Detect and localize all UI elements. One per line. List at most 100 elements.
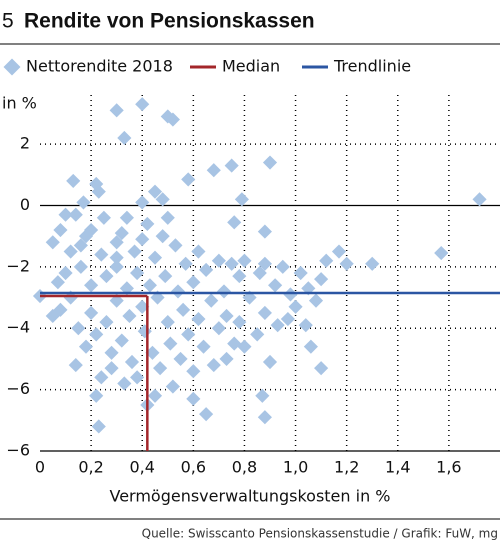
data-point bbox=[257, 224, 272, 239]
data-point bbox=[58, 265, 73, 281]
data-point bbox=[155, 229, 170, 244]
data-point bbox=[257, 410, 272, 425]
data-point bbox=[303, 339, 318, 354]
data-point bbox=[227, 215, 242, 230]
data-point bbox=[114, 333, 129, 348]
data-point bbox=[283, 287, 298, 302]
data-point bbox=[117, 376, 132, 391]
data-point bbox=[163, 336, 178, 351]
data-point bbox=[206, 357, 221, 373]
data-point bbox=[147, 184, 163, 199]
data-point bbox=[68, 357, 83, 373]
data-point bbox=[135, 299, 150, 314]
x-tick-label: 0 bbox=[35, 458, 45, 477]
data-point bbox=[160, 315, 175, 330]
data-point bbox=[94, 247, 109, 262]
data-point bbox=[250, 327, 265, 342]
data-point bbox=[211, 321, 226, 336]
data-point bbox=[199, 407, 214, 422]
data-point bbox=[176, 302, 191, 317]
data-point bbox=[145, 345, 160, 360]
y-tick-label: 0 bbox=[20, 195, 30, 214]
x-tick-label: 0,6 bbox=[181, 458, 206, 477]
data-point bbox=[53, 302, 68, 317]
chart-number: 5 bbox=[2, 10, 14, 33]
data-point bbox=[53, 222, 68, 238]
data-point bbox=[314, 272, 329, 287]
data-point bbox=[255, 388, 270, 403]
data-point bbox=[216, 284, 232, 299]
data-point bbox=[275, 259, 290, 274]
data-point bbox=[181, 327, 196, 342]
data-point bbox=[262, 155, 278, 170]
x-tick-label: 1,6 bbox=[436, 458, 461, 477]
data-point bbox=[160, 210, 175, 225]
data-point bbox=[181, 172, 196, 187]
data-point bbox=[293, 265, 308, 281]
data-point bbox=[109, 103, 124, 118]
data-point bbox=[270, 318, 285, 333]
data-point bbox=[117, 130, 132, 146]
data-point bbox=[71, 321, 86, 336]
data-point bbox=[135, 232, 150, 247]
data-point bbox=[142, 278, 157, 293]
y-tick-label: −6 bbox=[6, 379, 30, 398]
data-point bbox=[84, 305, 99, 320]
data-point bbox=[122, 308, 137, 324]
legend-marker bbox=[3, 58, 21, 76]
data-point bbox=[99, 315, 114, 330]
data-point bbox=[262, 354, 278, 370]
data-point bbox=[135, 195, 150, 210]
data-point bbox=[173, 351, 188, 367]
data-point bbox=[191, 244, 206, 259]
data-point bbox=[280, 311, 295, 327]
data-point bbox=[434, 245, 449, 261]
x-tick-label: 1,2 bbox=[334, 458, 359, 477]
x-tick-label: 0,4 bbox=[129, 458, 154, 477]
y-axis-label: in % bbox=[2, 94, 37, 113]
data-point bbox=[178, 256, 193, 271]
data-point bbox=[257, 305, 272, 320]
data-point bbox=[237, 339, 252, 354]
data-point bbox=[130, 370, 145, 385]
chart-title: Rendite von Pensionskassen bbox=[24, 10, 315, 33]
data-point bbox=[365, 256, 380, 271]
data-point bbox=[124, 354, 140, 370]
data-point bbox=[224, 158, 239, 173]
data-point bbox=[339, 256, 354, 271]
data-point bbox=[91, 419, 106, 434]
data-point bbox=[158, 268, 173, 284]
data-point bbox=[155, 192, 170, 207]
data-point bbox=[168, 238, 183, 253]
y-tick-label: −6 bbox=[6, 441, 30, 460]
data-point bbox=[204, 293, 219, 308]
data-point bbox=[78, 339, 94, 354]
data-point bbox=[232, 315, 247, 330]
data-point bbox=[252, 265, 267, 281]
data-point bbox=[191, 311, 206, 327]
data-point bbox=[76, 195, 91, 210]
data-point bbox=[224, 256, 239, 271]
data-point bbox=[104, 345, 119, 360]
data-point bbox=[89, 327, 104, 342]
data-point bbox=[99, 268, 114, 284]
data-point bbox=[186, 275, 201, 290]
data-point bbox=[268, 278, 283, 293]
data-point bbox=[196, 339, 211, 354]
data-point bbox=[165, 379, 180, 394]
data-point bbox=[140, 216, 155, 231]
data-point bbox=[96, 210, 111, 225]
data-point bbox=[319, 253, 334, 268]
data-point bbox=[234, 192, 249, 207]
x-tick-label: 1,0 bbox=[283, 458, 308, 477]
legend-label: Median bbox=[222, 57, 280, 76]
legend-label: Trendlinie bbox=[333, 57, 411, 76]
y-tick-label: −2 bbox=[6, 256, 30, 275]
source: Quelle: Swisscanto Pensionskassenstudie … bbox=[142, 527, 498, 541]
data-point bbox=[257, 256, 272, 271]
data-point bbox=[232, 268, 247, 284]
data-point bbox=[288, 299, 303, 314]
data-point bbox=[472, 192, 487, 207]
data-point bbox=[104, 361, 119, 376]
